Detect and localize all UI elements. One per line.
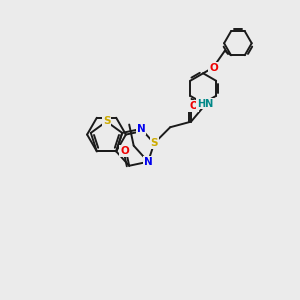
Text: S: S	[103, 116, 110, 127]
Text: O: O	[209, 63, 218, 73]
Text: HN: HN	[197, 99, 213, 109]
Text: S: S	[150, 138, 158, 148]
Text: N: N	[137, 124, 146, 134]
Text: O: O	[189, 101, 198, 111]
Text: N: N	[144, 157, 152, 167]
Text: O: O	[120, 146, 129, 156]
